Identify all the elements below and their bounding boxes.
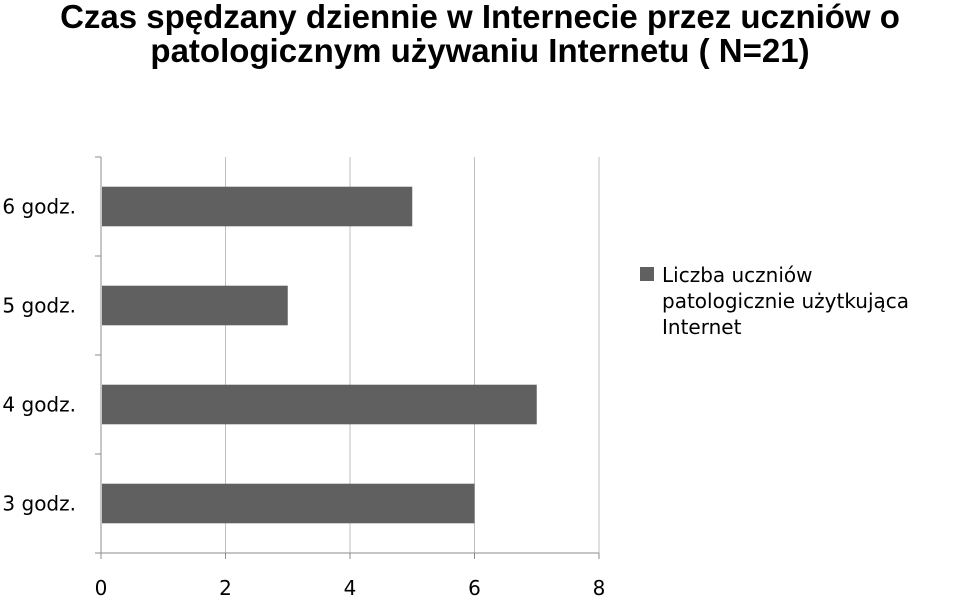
x-tick-label: 0 xyxy=(95,576,108,598)
x-tick-label: 4 xyxy=(344,576,357,598)
bar xyxy=(102,483,475,524)
bar xyxy=(102,384,537,425)
legend: Liczba uczniów patologicznie użytkująca … xyxy=(640,262,950,340)
chart-title-line-1: Czas spędzany dziennie w Internecie prze… xyxy=(60,0,900,35)
y-tick-label: 3 godz. xyxy=(2,492,76,516)
y-tick-label: 5 godz. xyxy=(2,294,76,318)
bar xyxy=(102,285,288,326)
legend-label: Liczba uczniów patologicznie użytkująca … xyxy=(662,263,910,339)
y-tick-label: 4 godz. xyxy=(2,393,76,417)
x-tick-label: 8 xyxy=(593,576,606,598)
chart-title: Czas spędzany dziennie w Internecie prze… xyxy=(0,0,960,68)
x-tick-label: 6 xyxy=(468,576,481,598)
legend-swatch xyxy=(640,267,654,281)
chart-title-line-2: patologicznym używaniu Internetu ( N=21) xyxy=(150,32,810,69)
bar xyxy=(102,186,413,227)
x-tick-label: 2 xyxy=(219,576,232,598)
y-tick-label: 6 godz. xyxy=(2,195,76,219)
